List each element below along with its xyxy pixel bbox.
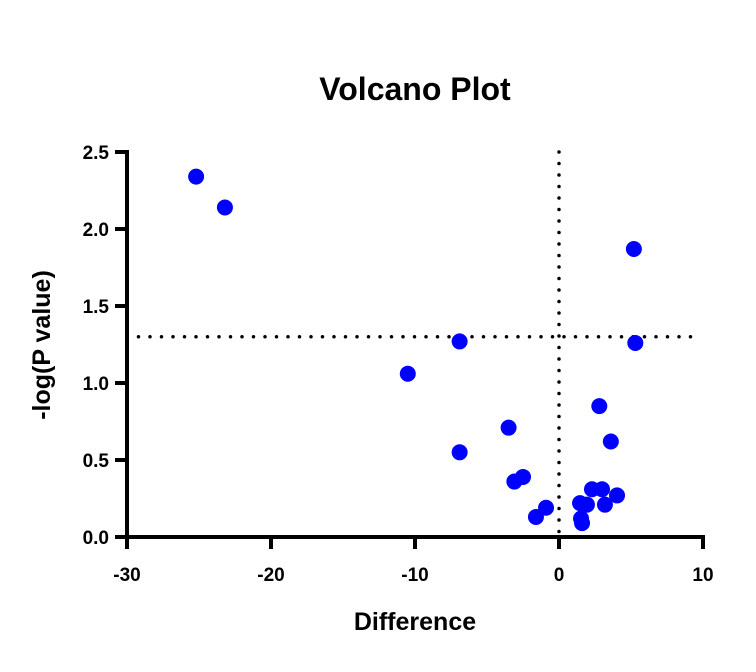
data-point [506,473,523,490]
data-point [625,241,642,258]
y-tick-label: 1.0 [83,374,109,395]
data-point [578,496,595,513]
y-tick-label: 2.0 [83,220,109,241]
x-axis-label: Difference [354,608,476,636]
y-tick-label: 1.5 [83,297,110,318]
data-point [500,419,517,436]
x-tick-label: -20 [257,565,284,586]
data-point [609,487,626,504]
data-point [527,508,544,525]
data-point [574,515,591,532]
data-point [399,365,416,382]
data-point [538,499,555,516]
data-point [602,433,619,450]
data-point [451,444,468,461]
y-tick-label: 0.5 [83,451,110,472]
y-tick-label: 2.5 [83,143,110,164]
data-point [188,168,205,185]
chart-title: Volcano Plot [319,71,511,107]
x-tick-label: 10 [692,565,713,586]
data-point [627,334,644,351]
x-tick-label: 0 [554,565,565,586]
data-point [596,496,613,513]
y-axis-label: -log(P value) [28,270,56,420]
y-tick-label: 0.0 [83,528,109,549]
data-point [594,481,611,498]
data-point [216,199,233,216]
data-point [591,398,608,415]
x-tick-label: -30 [113,565,140,586]
x-tick-label: -10 [401,565,428,586]
data-point [451,333,468,350]
